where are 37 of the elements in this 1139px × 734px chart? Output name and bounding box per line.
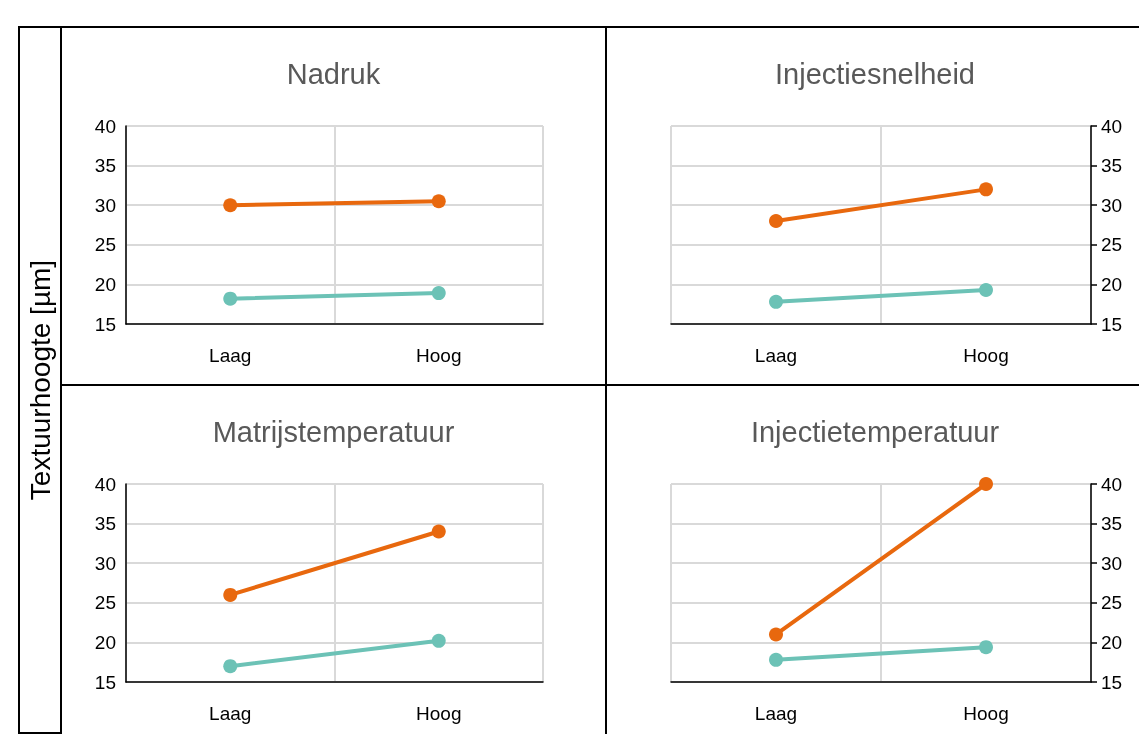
y-tick-label: 30 [94, 194, 116, 216]
x-tick-label: Hoog [963, 345, 1009, 366]
y2-tick-label: 15 [1101, 313, 1123, 335]
y-tick-label: 40 [94, 473, 116, 495]
y2-tick-label: 40 [1101, 473, 1123, 495]
chart-title: Matrijstemperatuur [212, 415, 455, 448]
y-tick-label: 35 [94, 513, 116, 535]
x-tick-label: Laag [754, 345, 798, 366]
y-tick-label: 40 [94, 115, 116, 137]
y2-tick-label: 25 [1101, 592, 1123, 614]
y2-tick-label: 25 [1101, 234, 1123, 256]
y-tick-label: 20 [94, 273, 116, 295]
y2-tick-label: 35 [1101, 513, 1123, 535]
y2-tick-label: 30 [1101, 194, 1123, 216]
y-tick-label: 30 [94, 552, 116, 574]
x-tick-label: Hoog [416, 703, 462, 724]
y2-tick-label: 15 [1101, 671, 1123, 693]
x-tick-label: Laag [209, 703, 252, 724]
y2-tick-label: 20 [1101, 631, 1123, 653]
y-tick-label: 20 [94, 631, 116, 653]
y-tick-label: 15 [94, 671, 116, 693]
y2-tick-label: 35 [1101, 155, 1123, 177]
y-tick-label: 35 [94, 155, 116, 177]
chart-title: Nadruk [286, 57, 381, 90]
x-tick-label: Hoog [963, 703, 1009, 724]
y-tick-label: 25 [94, 592, 116, 614]
x-tick-label: Laag [209, 345, 252, 366]
y2-tick-label: 30 [1101, 552, 1123, 574]
y-tick-label: 25 [94, 234, 116, 256]
y2-tick-label: 40 [1101, 115, 1123, 137]
x-tick-label: Laag [754, 703, 798, 724]
y-axis-title: Textuurhoogte [µm] [25, 259, 57, 501]
chart-title: Injectiesnelheid [775, 57, 975, 90]
x-tick-label: Hoog [416, 345, 462, 366]
y-tick-label: 15 [94, 313, 116, 335]
y2-tick-label: 20 [1101, 273, 1123, 295]
chart-title: Injectietemperatuur [750, 415, 1000, 448]
